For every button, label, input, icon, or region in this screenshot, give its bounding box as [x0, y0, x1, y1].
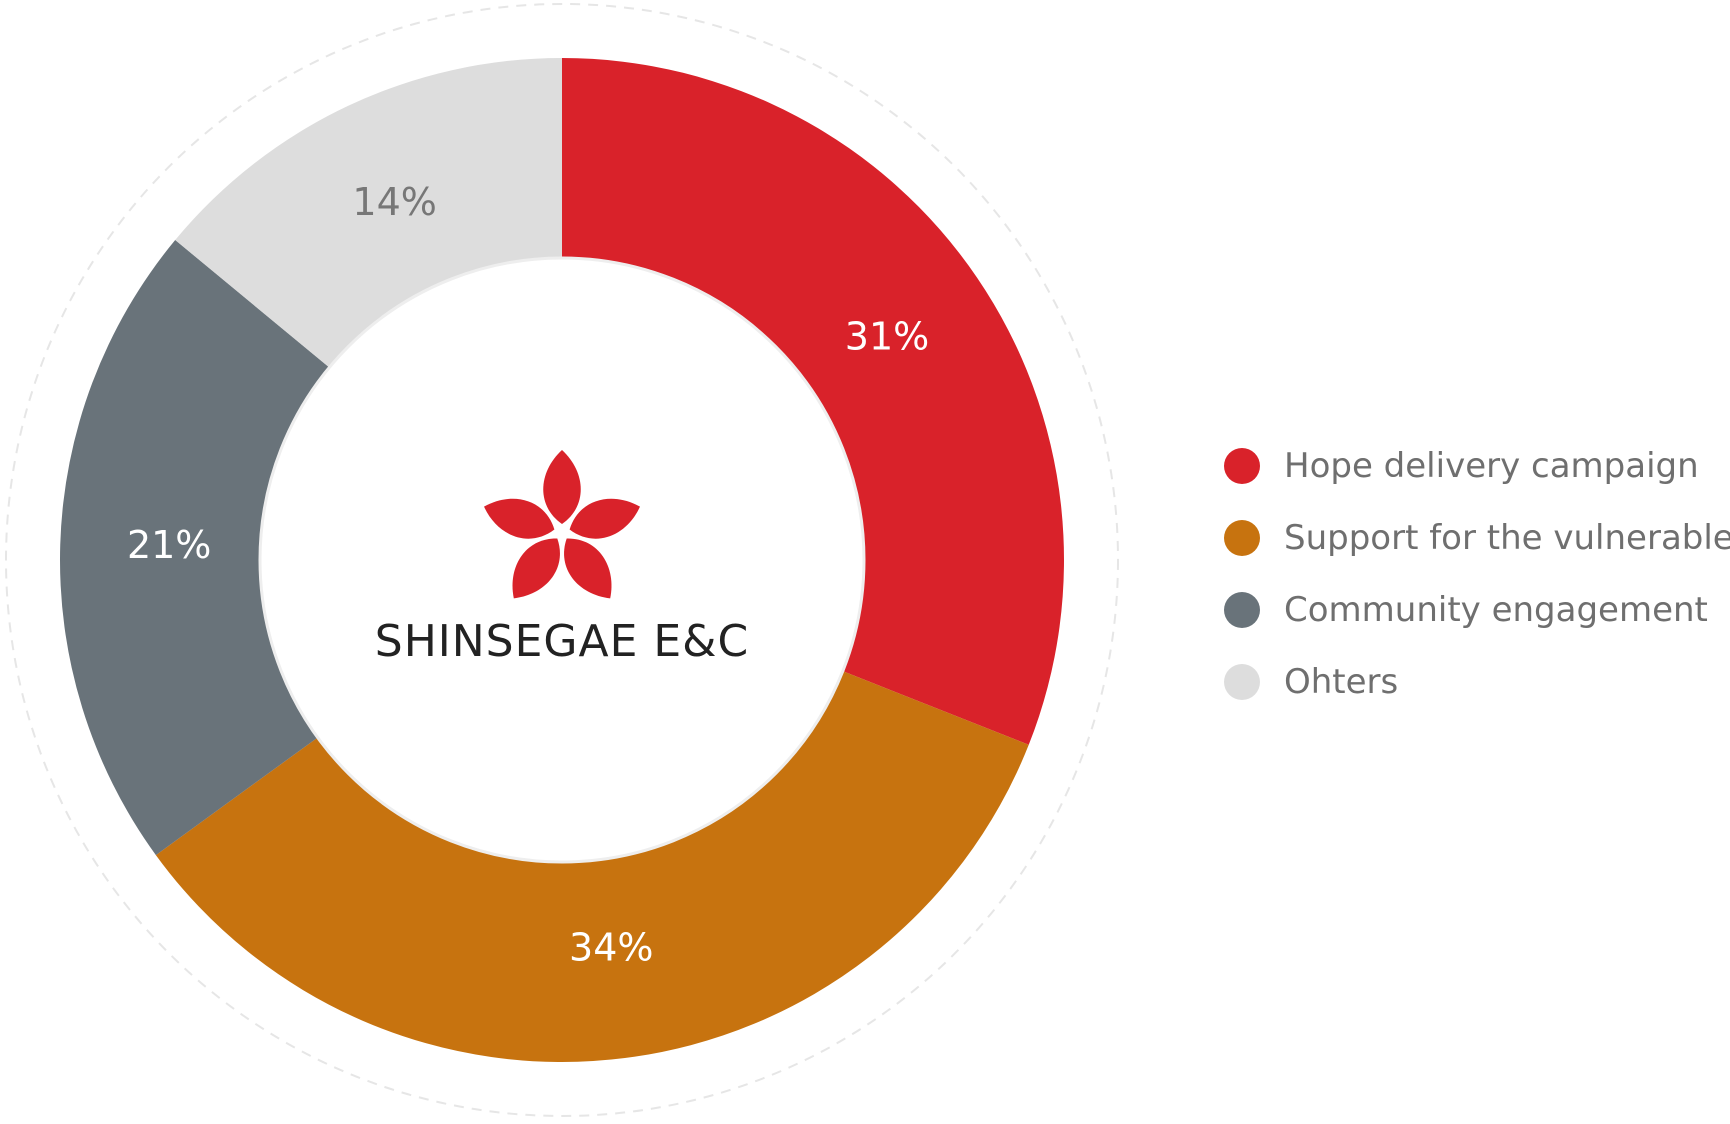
slice-label-ohters: 14%	[352, 180, 436, 224]
legend-label: Community engagement	[1284, 590, 1708, 630]
legend-swatch	[1224, 520, 1260, 556]
legend-item-community-engagement: Community engagement	[1224, 574, 1730, 646]
slice-label-hope-delivery-campaign: 31%	[845, 315, 929, 359]
legend-label: Ohters	[1284, 662, 1398, 702]
legend-item-ohters: Ohters	[1224, 646, 1730, 718]
legend-swatch	[1224, 448, 1260, 484]
legend-item-hope-delivery-campaign: Hope delivery campaign	[1224, 430, 1730, 502]
legend-item-support-for-the-vulnerable: Support for the vulnerable	[1224, 502, 1730, 574]
legend-swatch	[1224, 664, 1260, 700]
legend-swatch	[1224, 592, 1260, 628]
legend-label: Support for the vulnerable	[1284, 518, 1730, 558]
slice-label-support-for-the-vulnerable: 34%	[569, 925, 653, 969]
slice-label-community-engagement: 21%	[127, 523, 211, 567]
legend-label: Hope delivery campaign	[1284, 446, 1699, 486]
brand-name: SHINSEGAE E&C	[375, 616, 749, 667]
legend: Hope delivery campaign Support for the vu…	[1224, 430, 1730, 718]
donut-hole	[260, 258, 864, 862]
